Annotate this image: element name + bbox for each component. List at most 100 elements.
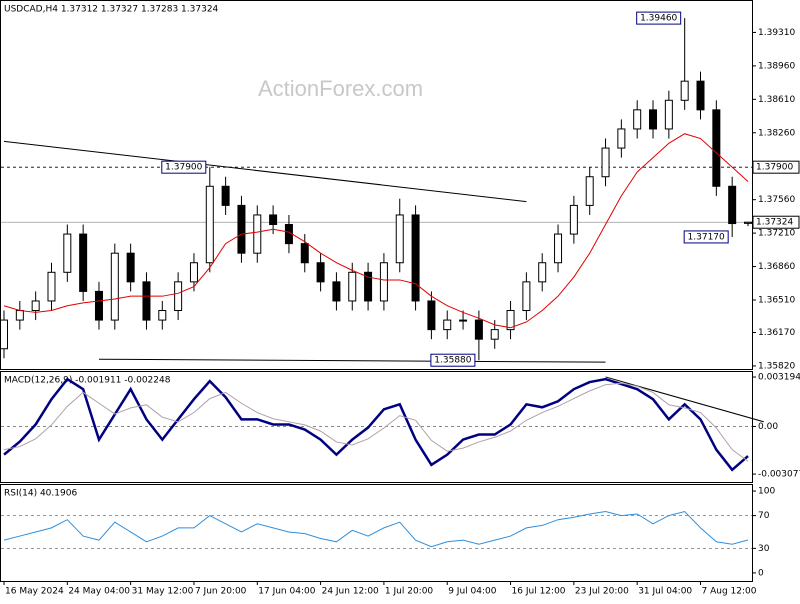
candle-body [601,147,610,178]
candle-body [554,233,563,264]
y-tick-label: 1.39310 [758,28,795,38]
candle-body [300,243,309,264]
series-line [3,133,749,329]
candle-body [506,310,515,331]
y-tick-label: -0.003077 [758,470,800,480]
candle-body [712,109,721,187]
y-tick-label: 1.38260 [758,128,795,138]
candle-body [364,271,373,302]
candle-body [316,262,325,283]
candle-body [142,281,151,321]
trendline [605,376,764,423]
y-tick-label: 70 [758,511,770,521]
candle-body [664,99,673,130]
annotation-box [683,230,729,244]
candle-body [63,233,72,273]
candle-body [411,214,420,302]
candle-body [79,233,88,292]
annotation-label: 1.39460 [640,14,677,24]
candle-body [490,329,499,340]
y-tick-label: 1.37560 [758,195,795,205]
candle-body [538,262,547,283]
candle-body [617,128,626,149]
series-line [3,510,749,548]
candle-body [158,310,167,321]
candle-body [31,300,40,312]
y-tick-label: 1.36860 [758,262,795,272]
y-tick-label: 1.37210 [758,229,795,239]
annotation-box [161,160,207,174]
candle-body [47,271,56,302]
candle-body [395,214,404,264]
x-tick-label: 7 Jun 20:00 [195,587,247,597]
y-tick-label: 0.003194 [758,373,800,383]
candle-body [15,310,24,321]
level-label-box [752,160,800,174]
candle-body [221,185,230,206]
x-tick-label: 23 Jul 20:00 [575,587,629,597]
y-tick-label: 1.38610 [758,95,795,105]
trendline [3,140,527,203]
candle-body [569,204,578,235]
x-tick-label: 1 Jul 20:00 [385,587,434,597]
candle-body [189,262,198,283]
watermark: ActionForex.com [258,76,423,101]
trendline [98,358,606,363]
x-tick-label: 7 Aug 12:00 [702,587,757,597]
candle-body [427,300,436,331]
candle-body [585,176,594,206]
rsi-panel-frame [0,484,753,582]
level-label-box [752,215,800,229]
series-line [3,377,749,472]
x-tick-label: 31 Jul 04:00 [638,587,692,597]
x-tick-label: 16 May 2024 [5,587,64,597]
x-tick-label: 9 Jul 04:00 [448,587,497,597]
panel-title: MACD(12,26,9) -0.001911 -0.002248 [4,376,171,386]
candle-body [348,271,357,302]
y-tick-label: 1.36510 [758,296,795,306]
candle-body [696,80,705,111]
y-tick-label: 1.35820 [758,361,795,371]
y-tick-label: 0 [758,568,764,578]
candle-body [443,319,452,331]
candle-body [94,290,103,321]
x-tick-label: 31 May 12:00 [132,587,194,597]
series-line [3,382,749,462]
y-tick-label: 1.36170 [758,328,795,338]
candle-body [174,281,183,312]
y-tick-label: 30 [758,544,770,554]
candle-body [649,109,658,130]
candle-body [728,185,737,225]
annotation-label: 1.37900 [165,163,202,173]
x-tick-label: 24 May 04:00 [68,587,130,597]
price-panel-frame [0,0,753,370]
candle-body [459,319,468,322]
panel-title: RSI(14) 40.1906 [4,489,77,499]
y-tick-label: 1.38960 [758,61,795,71]
annotation-box [430,353,476,367]
panel-title: USDCAD,H4 1.37312 1.37327 1.37283 1.3732… [4,5,219,15]
candle-body [633,109,642,130]
candle-body [253,214,262,254]
annotation-box [636,11,682,25]
candle-body [680,80,689,101]
x-tick-label: 16 Jul 12:00 [512,587,566,597]
candle-body [205,185,214,264]
y-tick-label: 100 [758,487,775,497]
level-label: 1.37324 [756,218,793,228]
candle-body [0,319,8,350]
level-label: 1.37900 [756,163,793,173]
candle-body [379,262,388,302]
candle-body [474,319,483,340]
annotation-label: 1.35880 [434,356,471,366]
annotation-label: 1.37170 [688,232,725,242]
x-tick-label: 17 Jun 04:00 [258,587,315,597]
x-tick-label: 24 Jun 12:00 [322,587,379,597]
candle-body [522,281,531,312]
y-tick-label: 0.00 [758,422,778,432]
candle-body [332,281,341,302]
candle-body [744,221,752,224]
candle-body [269,214,278,226]
